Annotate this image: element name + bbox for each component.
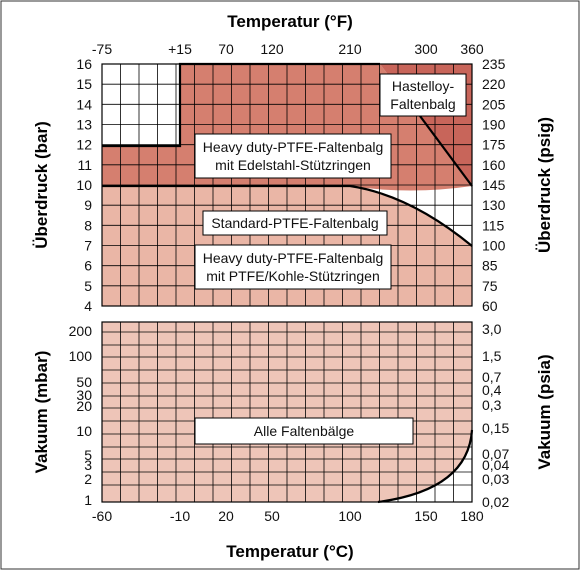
pressure-left-title: Überdruck (bar) <box>32 121 51 249</box>
vacuum-right-tick-label: 0,07 <box>482 446 509 462</box>
vacuum-panel-border <box>101 321 473 503</box>
vacuum-right-tick-label: 0,4 <box>482 382 502 398</box>
x-bottom-tick-label: -60 <box>92 508 112 524</box>
pressure-left-tick-label: 13 <box>76 117 92 133</box>
vacuum-left-tick-label: 5 <box>84 447 92 463</box>
vacuum-left-tick-label: 20 <box>76 398 92 414</box>
boundary-standard <box>102 184 473 247</box>
zone-label-standard: Standard-PTFE-Faltenbalg <box>202 210 388 236</box>
pressure-right-tick-label: 175 <box>482 137 506 153</box>
vacuum-right-tick-label: 0,3 <box>482 397 502 413</box>
pressure-left-tick-label: 6 <box>84 258 92 274</box>
pressure-right-tick-label: 190 <box>482 117 506 133</box>
zone-fill-white-corner-top <box>102 64 180 146</box>
zone-label-standard-line1: Standard-PTFE-Faltenbalg <box>211 215 378 231</box>
x-bottom-tick-label: 180 <box>460 508 484 524</box>
zone-label-hastelloy: Hastelloy- Faltenbalg <box>379 73 467 117</box>
pressure-right-tick-label: 115 <box>482 217 505 233</box>
pressure-right-tick-label: 145 <box>482 177 506 193</box>
vacuum-right-tick-label: 3,0 <box>482 321 502 337</box>
tick-labels: 1615141312111098765423522020519017516014… <box>69 41 510 524</box>
vacuum-grid <box>102 322 472 502</box>
x-bottom-tick-label: -10 <box>170 508 190 524</box>
x-top-tick-label: 300 <box>414 41 438 57</box>
x-bottom-tick-label: 20 <box>218 508 234 524</box>
vacuum-left-tick-label: 100 <box>69 348 93 364</box>
vacuum-right-tick-label: 0,03 <box>482 471 509 487</box>
pressure-right-tick-label: 60 <box>482 298 498 314</box>
pressure-left-tick-label: 8 <box>84 217 92 233</box>
vacuum-left-title: Vakuum (mbar) <box>32 351 51 474</box>
boundary-hastelloy <box>419 115 473 187</box>
pressure-right-tick-label: 85 <box>482 258 498 274</box>
zone-label-ptfe-kohle: Heavy duty-PTFE-Faltenbalg mit PTFE/Kohl… <box>194 244 392 290</box>
pressure-left-tick-label: 16 <box>76 56 92 72</box>
vacuum-left-tick-label: 1 <box>84 492 92 508</box>
pressure-right-tick-label: 100 <box>482 238 506 254</box>
x-top-tick-label: 360 <box>460 41 484 57</box>
x-bottom-tick-label: 150 <box>414 508 438 524</box>
pressure-left-tick-label: 7 <box>84 238 92 254</box>
vacuum-left-tick-label: 10 <box>76 423 92 439</box>
zone-label-ptfe-kohle-line1: Heavy duty-PTFE-Faltenbalg <box>203 250 384 266</box>
vacuum-right-title: Vakuum (psia) <box>535 354 554 469</box>
vacuum-left-tick-label: 3 <box>84 457 92 473</box>
vacuum-right-tick-label: 0,04 <box>482 457 509 473</box>
x-top-tick-label: 210 <box>338 41 362 57</box>
zone-label-all: Alle Faltenbälge <box>194 417 414 445</box>
vacuum-right-tick-label: 0,15 <box>482 420 509 436</box>
zone-label-edelstahl: Heavy duty-PTFE-Faltenbalg mit Edelstahl… <box>194 133 392 179</box>
pressure-left-tick-label: 10 <box>76 177 92 193</box>
boundary-vacuum <box>377 429 474 504</box>
vacuum-left-tick-label: 50 <box>76 374 92 390</box>
pressure-left-tick-label: 15 <box>76 76 92 92</box>
pressure-right-tick-label: 235 <box>482 56 506 72</box>
pressure-right-title: Überdruck (psig) <box>535 117 554 253</box>
pressure-right-tick-label: 160 <box>482 157 506 173</box>
pressure-right-tick-label: 220 <box>482 76 506 92</box>
pressure-right-tick-label: 75 <box>482 278 498 294</box>
pressure-left-tick-label: 4 <box>84 298 92 314</box>
pressure-left-tick-label: 5 <box>84 278 92 294</box>
vacuum-panel <box>101 321 474 504</box>
zone-label-hastelloy-line1: Hastelloy- <box>392 78 455 94</box>
zone-label-hastelloy-line2: Faltenbalg <box>390 96 455 112</box>
pressure-left-tick-label: 12 <box>76 137 92 153</box>
pressure-panel-border <box>101 63 473 307</box>
x-top-tick-label: 120 <box>260 41 284 57</box>
pressure-left-tick-label: 9 <box>84 197 92 213</box>
pressure-right-tick-label: 205 <box>482 96 506 112</box>
x-axis-bottom-title: Temperatur (°C) <box>226 542 353 561</box>
vacuum-left-tick-label: 30 <box>76 387 92 403</box>
pressure-left-tick-label: 14 <box>76 96 92 112</box>
pressure-right-tick-label: 130 <box>482 197 506 213</box>
zone-label-edelstahl-line2: mit Edelstahl-Stützringen <box>215 157 371 173</box>
vacuum-left-tick-label: 200 <box>69 323 93 339</box>
vacuum-right-tick-label: 0,02 <box>482 494 509 510</box>
pressure-left-tick-label: 11 <box>77 157 92 173</box>
vacuum-right-tick-label: 1,5 <box>482 348 502 364</box>
vacuum-left-tick-label: 2 <box>84 471 92 487</box>
x-bottom-tick-label: 50 <box>264 508 280 524</box>
zone-label-edelstahl-line1: Heavy duty-PTFE-Faltenbalg <box>203 139 384 155</box>
x-bottom-tick-label: 100 <box>338 508 362 524</box>
x-top-tick-label: +15 <box>168 41 192 57</box>
x-axis-top-title: Temperatur (°F) <box>227 12 353 31</box>
x-top-tick-label: -75 <box>92 41 112 57</box>
vacuum-right-tick-label: 0,7 <box>482 369 502 385</box>
zone-label-ptfe-kohle-line2: mit PTFE/Kohle-Stützringen <box>206 268 380 284</box>
zone-label-all-line1: Alle Faltenbälge <box>254 423 355 439</box>
x-top-tick-label: 70 <box>218 41 234 57</box>
